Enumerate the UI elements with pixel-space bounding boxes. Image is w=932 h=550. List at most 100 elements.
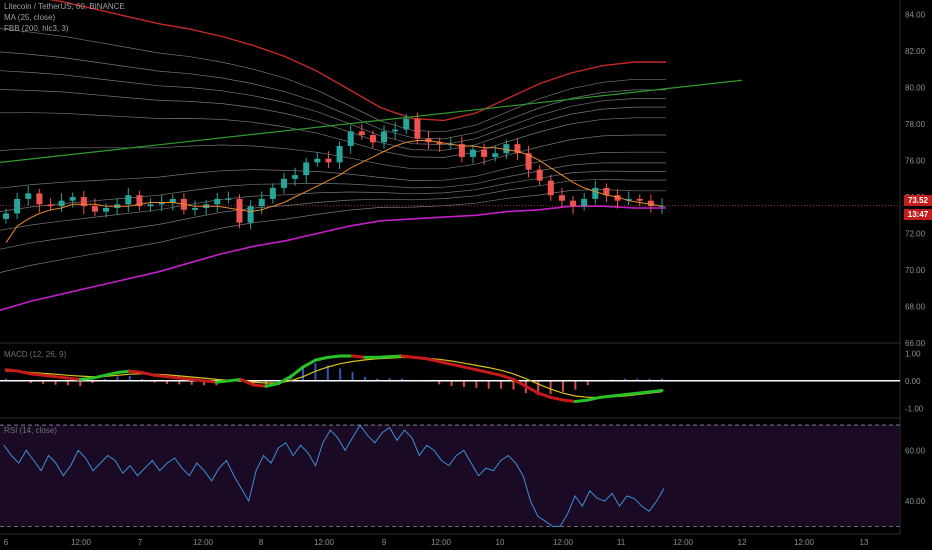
macd-histogram-bar <box>302 365 305 381</box>
macd-histogram-bar <box>401 378 404 381</box>
candle-body <box>558 195 565 201</box>
candle-body <box>36 193 43 205</box>
macd-y-tick-label: 0.00 <box>905 377 921 386</box>
macd-line-segment <box>549 395 565 402</box>
x-tick-label: 12:00 <box>673 538 694 547</box>
candle-body <box>647 200 654 207</box>
macd-line-segment <box>326 354 342 359</box>
candle-body <box>236 198 243 223</box>
macd-histogram-bar <box>636 378 639 381</box>
y-tick-label: 80.00 <box>905 84 926 93</box>
candle-body <box>69 197 76 201</box>
candle-body <box>336 145 343 163</box>
x-tick-label: 13 <box>860 538 869 547</box>
macd-histogram-bar <box>363 376 366 381</box>
candle-body <box>47 204 54 207</box>
macd-line-segment <box>214 379 231 384</box>
candle-body <box>536 169 543 181</box>
candle-body <box>358 131 365 136</box>
fbb-band-upper <box>0 70 666 145</box>
candle-body <box>14 198 21 214</box>
candle-body <box>25 193 32 199</box>
macd-histogram-bar <box>438 380 441 385</box>
ma-line <box>5 140 663 243</box>
macd-line-segment <box>289 365 305 379</box>
macd-histogram-bar <box>203 380 206 386</box>
macd-histogram-bar <box>326 365 329 381</box>
candle-body <box>292 175 299 179</box>
fbb-band-lower <box>0 162 666 212</box>
x-tick-label: 12:00 <box>193 538 214 547</box>
candle-body <box>314 158 321 163</box>
candle-body <box>436 142 443 145</box>
y-tick-label: 76.00 <box>905 157 926 166</box>
x-tick-label: 12:00 <box>794 538 815 547</box>
macd-line-segment <box>202 379 218 384</box>
macd-histogram-bar <box>450 380 453 387</box>
fbb-band-lower <box>0 170 666 231</box>
x-tick-label: 12:00 <box>553 538 574 547</box>
y-tick-label: 68.00 <box>905 303 926 312</box>
macd-histogram-bar <box>537 380 540 396</box>
macd-line-segment <box>648 388 664 394</box>
candle-body <box>258 198 265 207</box>
macd-line-segment <box>103 371 119 377</box>
macd-histogram-bar <box>190 380 193 385</box>
macd-histogram-bar <box>586 380 589 386</box>
macd-line-segment <box>276 375 293 386</box>
candle-body <box>58 200 65 207</box>
candle-body <box>381 131 388 143</box>
macd-line-segment <box>561 398 577 403</box>
macd-line-segment <box>474 368 491 375</box>
x-tick-label: 10 <box>496 538 505 547</box>
macd-line-segment <box>66 376 82 381</box>
legend-macd: MACD (12, 26, 9) <box>4 350 67 359</box>
macd-y-tick-label: 1.00 <box>905 349 921 358</box>
candle-body <box>503 144 510 154</box>
macd-line-segment <box>499 373 515 381</box>
macd-histogram-bar <box>574 380 577 390</box>
fbb-upper-band <box>48 0 666 122</box>
candle-body <box>392 129 399 132</box>
rsi-band-fill <box>0 425 900 527</box>
macd-line-segment <box>41 373 58 379</box>
fbb-band-upper <box>0 89 666 151</box>
y-tick-label: 78.00 <box>905 120 926 129</box>
macd-line-segment <box>165 375 181 380</box>
candle-body <box>581 198 588 207</box>
y-tick-label: 72.00 <box>905 230 926 239</box>
candle-body <box>514 144 521 154</box>
macd-line-segment <box>313 355 330 362</box>
rsi-y-tick-label: 60.00 <box>905 446 926 455</box>
legend-fbb: FBB (200, hlc3, 3) <box>4 24 69 33</box>
candle-body <box>547 180 554 196</box>
x-tick-label: 12:00 <box>431 538 452 547</box>
candle-body <box>247 206 254 223</box>
candle-body <box>103 207 110 212</box>
macd-y-tick-label: -1.00 <box>905 404 924 413</box>
macd-histogram-bar <box>91 380 94 384</box>
fbb-band-lower <box>0 151 666 189</box>
candle-body <box>347 131 354 146</box>
candle-body <box>91 206 98 212</box>
macd-histogram-bar <box>487 380 490 389</box>
macd-line-segment <box>450 362 466 369</box>
macd-line-segment <box>623 391 639 397</box>
candle-body <box>447 144 454 146</box>
macd-histogram-bar <box>475 380 478 388</box>
x-tick-label: 6 <box>4 538 9 547</box>
macd-histogram-bar <box>54 380 57 385</box>
macd-line-segment <box>16 369 33 376</box>
macd-line-segment <box>388 354 404 359</box>
macd-histogram-bar <box>549 380 552 395</box>
macd-histogram-bar <box>79 380 82 387</box>
macd-line-segment <box>375 355 392 359</box>
candle-body <box>80 197 87 207</box>
macd-line-segment <box>610 393 627 398</box>
macd-histogram-bar <box>351 371 354 381</box>
macd-line-segment <box>177 376 194 381</box>
rsi-line <box>3 424 665 527</box>
macd-line-segment <box>487 371 503 377</box>
candle-body <box>280 178 287 188</box>
